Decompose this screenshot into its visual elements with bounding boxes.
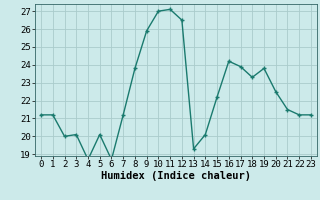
X-axis label: Humidex (Indice chaleur): Humidex (Indice chaleur) [101, 171, 251, 181]
